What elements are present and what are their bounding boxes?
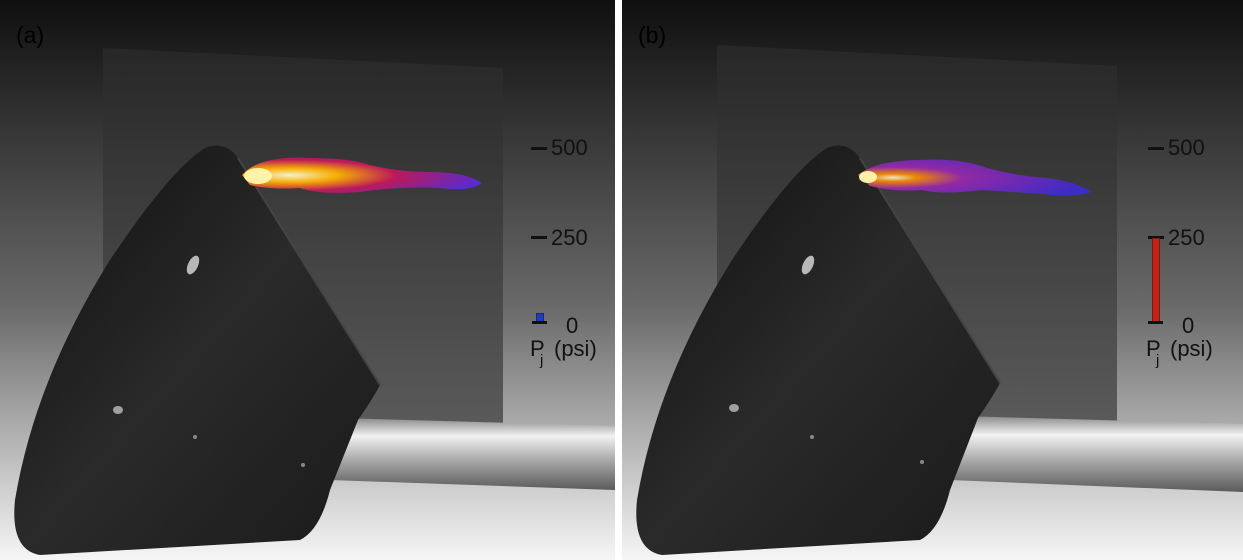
plume [242,157,482,193]
gauge-unit-subscript: j [540,352,544,369]
gauge-unit-label: (psi) [554,336,597,361]
panel-b: (b) 500 250 0 P j (psi) [622,0,1243,560]
gauge-unit-subscript: j [1156,352,1160,369]
panel-a: (a) 500 250 0 P j (psi) [0,0,615,560]
capsule-body [14,145,381,556]
panel-label: (b) [638,22,667,48]
pressure-gauge-bar [1152,238,1160,324]
gauge-unit-symbol: P [530,336,545,361]
sting-bar [330,418,615,490]
gauge-unit-label: (psi) [1170,336,1213,361]
gauge-tick-label: 250 [1168,225,1205,250]
gauge-tick-label: 500 [551,135,588,160]
plume [858,159,1092,196]
gauge-tick-label: 500 [1168,135,1205,160]
gauge-unit-symbol: P [1146,336,1161,361]
sting-bar [950,416,1243,492]
scene-a [0,0,615,560]
panel-label: (a) [16,22,45,48]
gauge-tick-label: 0 [566,313,579,338]
gauge-tick-250 [1148,236,1164,239]
gauge-tick-500 [1148,147,1164,150]
gauge-tick-0 [532,321,547,324]
gauge-tick-500 [531,147,547,150]
gauge-tick-label: 250 [551,225,588,250]
capsule-body [636,145,1000,556]
gauge-tick-0 [1148,321,1163,324]
gauge-tick-label: 0 [1182,313,1195,338]
scene-b [622,0,1243,560]
gauge-tick-250 [531,236,547,239]
